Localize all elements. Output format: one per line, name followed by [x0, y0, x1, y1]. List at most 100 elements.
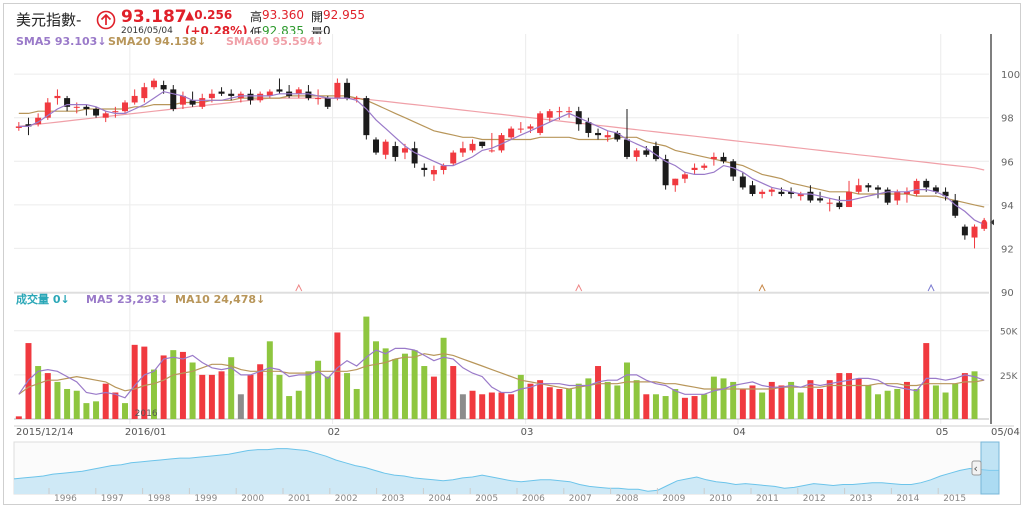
volume-bar: [855, 378, 862, 419]
quote-date: 2016/05/04: [121, 26, 173, 36]
candle-body: [382, 141, 389, 155]
candle-body: [179, 95, 186, 105]
candle-body: [131, 95, 138, 103]
price-axis-tick-label: 98: [1001, 114, 1014, 125]
price-axis-tick-label: 92: [1001, 244, 1014, 255]
candle-body: [93, 109, 100, 116]
candle-body: [546, 111, 553, 118]
candle-body: [624, 139, 630, 157]
candle-body: [778, 191, 785, 194]
candle-body: [652, 146, 659, 160]
volume-bar: [257, 364, 264, 419]
volume-bar: [759, 392, 766, 419]
candle-body: [257, 93, 264, 101]
candle-body: [585, 122, 592, 133]
volume-bar: [54, 381, 61, 419]
x-axis-date-label: 03: [521, 427, 534, 438]
volume-bar: [112, 392, 119, 419]
candle-body: [604, 135, 611, 138]
candle-body: [566, 111, 573, 113]
volume-bar: [865, 385, 872, 419]
price-legend-item: SMA60 95.594↓: [226, 35, 324, 48]
navigator-year-label: 2002: [335, 494, 358, 504]
candle-body: [672, 178, 679, 186]
candle-body: [903, 191, 910, 194]
volume-bar: [517, 374, 524, 419]
candle-body: [112, 111, 119, 113]
navigator-handle[interactable]: [971, 460, 982, 476]
candle-body: [846, 191, 853, 208]
volume-bar: [488, 392, 495, 419]
volume-bar: [720, 378, 727, 419]
candle-body: [662, 159, 669, 186]
candle-body: [392, 146, 399, 157]
high-value: 93.360: [262, 8, 304, 22]
price-axis-tick-label: 100: [1001, 70, 1020, 81]
volume-bar: [508, 394, 515, 419]
volume-bar: [401, 353, 408, 419]
volume-bar: [797, 392, 804, 419]
volume-bar: [624, 362, 630, 419]
volume-bar: [633, 380, 640, 419]
candle-body: [894, 191, 901, 201]
volume-bar: [691, 396, 698, 419]
price-axis-tick-label: 90: [1001, 288, 1014, 299]
volume-axis-tick-label: 50K: [1000, 328, 1018, 338]
volume-bar: [373, 341, 379, 419]
candle-body: [73, 106, 80, 108]
up-arrow-circle-icon: [96, 10, 116, 30]
volume-bar: [237, 394, 244, 419]
candle-body: [324, 98, 331, 107]
candle-body: [633, 150, 640, 157]
volume-ma5-line: [18, 347, 985, 399]
volume-bar: [836, 373, 843, 419]
navigator-year-label: 2014: [896, 494, 919, 504]
volume-bar: [479, 394, 486, 419]
candle-body: [421, 167, 428, 170]
candle-body: [614, 132, 621, 140]
dollar-index-chart[interactable]: 100 98 96 94 92 90 50K 25K 2016 SMA5 93.103↓ SMA20…: [4, 4, 1020, 504]
volume-bar: [353, 388, 360, 419]
volume-bar: [228, 357, 235, 419]
price-pointer-icon: [990, 219, 994, 226]
candle-body: [373, 139, 379, 153]
navigator-year-label: 2011: [756, 494, 779, 504]
volume-bar: [681, 397, 688, 419]
volume-bar: [450, 366, 457, 419]
volume-bar: [652, 394, 659, 419]
volume-value: 0: [323, 24, 331, 38]
candle-body: [855, 185, 862, 192]
navigator-year-label: 2004: [428, 494, 451, 504]
volume-bar: [276, 374, 283, 419]
signal-caret-icon: [295, 283, 303, 292]
candle-body: [749, 185, 756, 194]
volume-bar: [894, 388, 901, 419]
navigator-year-label: 2008: [616, 494, 639, 504]
candle-body: [643, 150, 650, 155]
volume-bar: [498, 392, 505, 419]
price-legend-item: SMA20 94.138↓: [108, 35, 206, 48]
volume-bar: [739, 388, 746, 419]
candle-body: [691, 167, 698, 170]
volume-bar: [160, 355, 167, 419]
volume-bar: [961, 373, 968, 419]
x-axis-date-label: 02: [328, 427, 341, 438]
volume-bar: [179, 351, 186, 419]
volume-bar: [932, 385, 939, 419]
volume-bar: [923, 343, 930, 419]
navigator-area: [14, 448, 999, 494]
candle-body: [961, 226, 968, 236]
volume-bar: [884, 390, 891, 419]
x-axis-date-label: 05/04: [991, 427, 1020, 438]
candle-body: [459, 148, 466, 153]
volume-bar: [459, 394, 466, 419]
volume-bar: [295, 390, 302, 419]
navigator-year-label: 2013: [850, 494, 873, 504]
volume-bar: [749, 385, 756, 419]
navigator-year-label: 2009: [662, 494, 685, 504]
candle-body: [295, 89, 302, 94]
navigator-year-label: 2001: [288, 494, 311, 504]
high-label: 高: [250, 10, 263, 24]
volume-bar: [575, 383, 582, 419]
candle-body: [720, 156, 727, 162]
